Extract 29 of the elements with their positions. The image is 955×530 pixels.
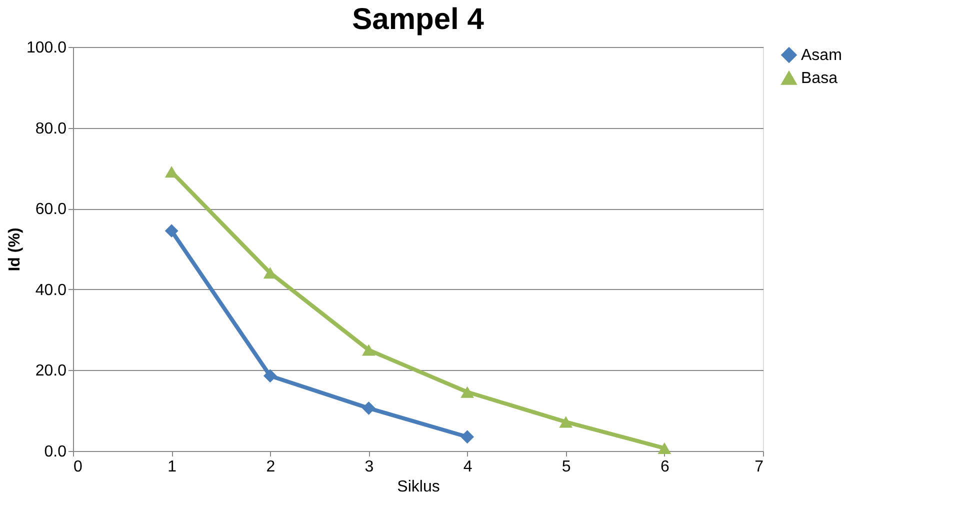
x-tick-label: 4 xyxy=(463,458,472,476)
x-tick-label: 3 xyxy=(364,458,374,476)
chart-title: Sampel 4 xyxy=(352,3,484,36)
x-tick-label: 7 xyxy=(754,458,764,476)
point xyxy=(263,267,277,279)
point xyxy=(460,386,474,398)
y-tick-label: 80.0 xyxy=(35,120,67,138)
y-axis-title: Id (%) xyxy=(6,228,24,272)
point xyxy=(658,442,672,454)
point xyxy=(362,401,376,415)
point xyxy=(559,416,573,428)
y-tick-label: 40.0 xyxy=(35,282,67,299)
y-tick-label: 20.0 xyxy=(35,362,67,380)
x-tick-label: 5 xyxy=(562,458,571,476)
x-axis-title: Siklus xyxy=(397,478,440,496)
y-tick-label: 60.0 xyxy=(35,201,67,218)
point xyxy=(460,430,474,444)
point xyxy=(362,344,376,356)
point xyxy=(164,224,178,238)
legend-label: Basa xyxy=(801,70,838,87)
point xyxy=(164,166,178,178)
x-tick-label: 2 xyxy=(266,458,276,476)
legend-label: Asam xyxy=(801,47,842,64)
y-tick-label: 100.0 xyxy=(26,40,67,56)
y-tick-label: 0.0 xyxy=(44,444,67,460)
x-tick-label: 0 xyxy=(74,458,82,476)
point xyxy=(263,369,277,383)
x-tick-label: 6 xyxy=(660,458,670,476)
x-tick-label: 1 xyxy=(168,458,177,476)
